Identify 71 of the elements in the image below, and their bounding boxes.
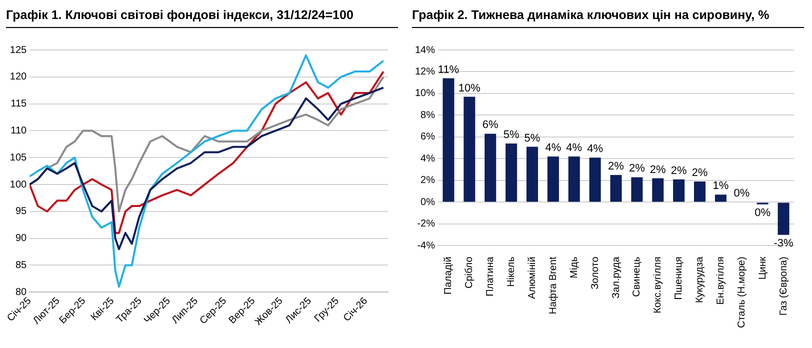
x-tick-label: Мідь <box>568 256 580 278</box>
data-label: 2% <box>650 164 666 176</box>
y-tick-label: 80 <box>15 286 28 298</box>
data-label: 4% <box>566 142 582 154</box>
bar <box>694 182 706 202</box>
bar <box>568 156 580 202</box>
y-tick-label: 125 <box>10 44 28 56</box>
y-tick-label: 85 <box>15 260 28 271</box>
chart-title: Графік 1. Ключові світові фондові індекси, 31/12/24=100 <box>6 6 398 28</box>
x-tick-label: Срібло <box>464 256 476 289</box>
x-tick-label: Платина <box>485 256 496 296</box>
bar <box>526 146 538 202</box>
data-label: 2% <box>670 164 687 177</box>
data-label: 2% <box>608 160 624 173</box>
x-tick-label: Кокс.вугілля <box>652 256 664 314</box>
data-label: 2% <box>692 167 708 180</box>
x-tick-label: Зал.руда <box>610 256 622 298</box>
data-label: 5% <box>503 129 520 142</box>
y-tick-label: 2% <box>420 175 436 186</box>
bar <box>652 178 664 202</box>
bar <box>778 202 790 235</box>
x-tick-label: Цинк <box>757 256 768 280</box>
y-tick-label: -4% <box>417 240 436 252</box>
bar <box>464 96 476 202</box>
x-tick-label: Газ (Європа) <box>778 256 790 316</box>
data-label: 4% <box>587 143 604 156</box>
data-label: 1% <box>712 180 729 192</box>
x-tick-label: Ен.вугілля <box>715 256 726 305</box>
data-label: 5% <box>524 132 540 144</box>
y-tick-label: 12% <box>415 66 436 78</box>
bar <box>442 78 454 202</box>
data-label: 2% <box>628 162 646 175</box>
data-label: 4% <box>545 142 562 154</box>
bar <box>610 175 622 202</box>
y-tick-label: 115 <box>10 98 28 110</box>
y-tick-label: 110 <box>10 125 28 136</box>
x-tick-label: Золото <box>590 256 601 290</box>
x-tick-label: Нафта Brent <box>548 256 559 314</box>
x-tick-label: Паладій <box>443 256 454 295</box>
x-tick-label: Свинець <box>632 256 643 297</box>
y-tick-label: 14% <box>415 44 436 56</box>
y-tick-label: 6% <box>420 132 436 143</box>
y-tick-label: 0% <box>420 196 436 208</box>
bar <box>589 158 601 202</box>
x-tick-label: Нікель <box>506 256 518 287</box>
y-tick-label: 8% <box>420 110 436 121</box>
y-tick-label: 105 <box>10 152 28 164</box>
data-label: 11% <box>438 64 460 76</box>
y-tick-label: 120 <box>10 72 28 83</box>
data-label: 0% <box>734 188 750 200</box>
bar <box>484 134 496 202</box>
x-tick-label: Пшениця <box>674 256 685 300</box>
data-label: 6% <box>482 119 499 132</box>
x-tick-label: Алюміній <box>526 256 538 300</box>
x-tick-label: Сталь (Н.море) <box>736 256 748 328</box>
y-tick-label: 4% <box>420 153 436 164</box>
bar <box>506 144 518 202</box>
y-tick-label: 90 <box>15 233 28 244</box>
y-tick-label: -2% <box>417 218 436 230</box>
y-tick-label: 10% <box>415 88 436 100</box>
bar <box>673 179 685 202</box>
data-label: 0% <box>754 206 771 219</box>
data-label: -3% <box>774 237 794 250</box>
bar <box>547 156 559 202</box>
bar <box>631 177 643 202</box>
y-tick-label: 100 <box>10 179 28 190</box>
y-tick-label: 95 <box>15 206 28 218</box>
bar <box>714 194 726 202</box>
chart-title: Графік 2. Тижнева динаміка ключових цін на сировину, % <box>412 6 804 28</box>
data-label: 10% <box>458 82 481 94</box>
x-tick-label: Кукурудза <box>694 256 706 304</box>
